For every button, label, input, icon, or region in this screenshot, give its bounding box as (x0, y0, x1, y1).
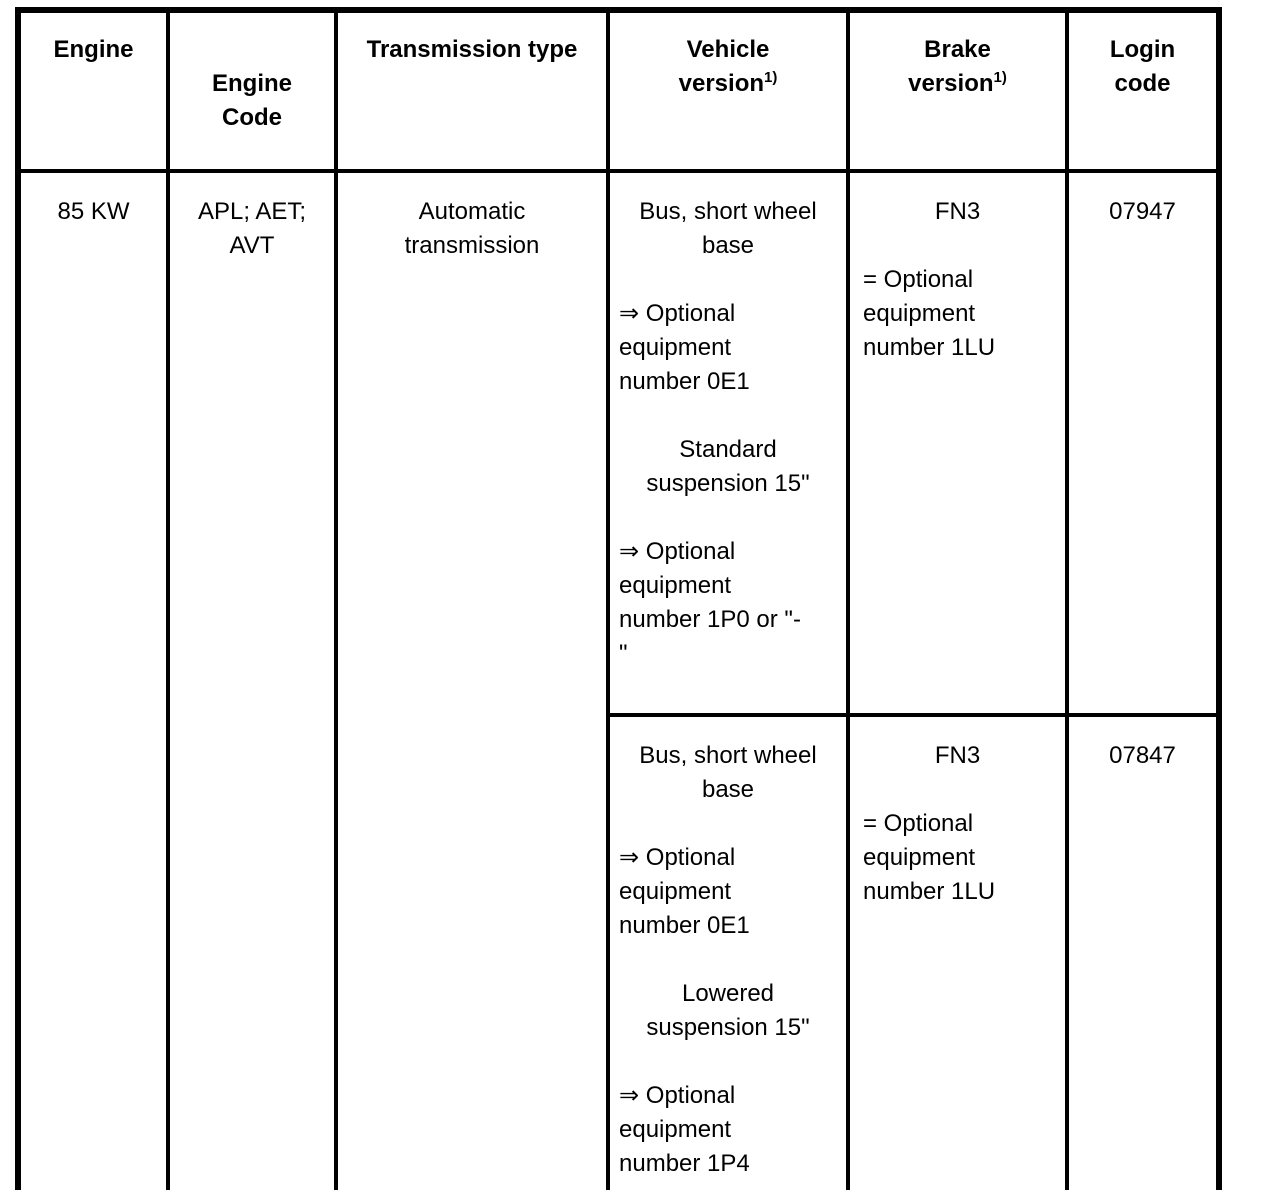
brake-version-code: FN3 (934, 742, 981, 769)
col-header-engine-code: Engine Code (166, 8, 338, 173)
brake-optional-equipment: = Optional equipment number 1LU (863, 810, 996, 905)
header-row: Engine Engine Code Transmission type Veh… (16, 8, 1221, 173)
vehicle-optional-equipment: ⇒ Optional equipment number 0E1 (619, 300, 750, 395)
vehicle-version-base: Bus, short wheel base (639, 198, 817, 259)
engine-value: 85 KW (57, 198, 130, 225)
cell-engine-code: APL; AET; AVT (166, 169, 338, 1190)
engine-code-value: APL; AET; AVT (197, 198, 307, 259)
table-row-variant-1: 85 KW APL; AET; AVT Automatic transmissi… (16, 169, 1221, 1190)
header-label: Engine Code (211, 70, 292, 131)
brake-optional-equipment: = Optional equipment number 1LU (863, 266, 996, 361)
table-row-variant-2: Bus, short wheel base ⇒ Optional equipme… (18, 713, 1221, 1190)
header-label: version1) (908, 69, 1007, 97)
header-label: Brake (924, 36, 991, 63)
cell-login-code-1: 07947 (1065, 169, 1221, 717)
brake-version-code: FN3 (934, 198, 981, 225)
header-label: Login code (1109, 36, 1176, 97)
cell-transmission-type: Automatic transmission (334, 169, 610, 1190)
header-label: version1) (678, 69, 778, 97)
col-header-engine: Engine (16, 8, 170, 173)
vehicle-optional-equipment: ⇒ Optional equipment number 0E1 (619, 844, 750, 939)
vehicle-optional-equipment: ⇒ Optional equipment number 1P0 or "- " (619, 538, 801, 667)
cell-brake-version-2: FN3 = Optional equipment number 1LU (846, 713, 1069, 1190)
footnote-marker: 1) (993, 69, 1007, 86)
engine-login-code-table: Engine Engine Code Transmission type Veh… (15, 7, 1222, 1190)
col-header-brake-version: Brake version1) (846, 8, 1069, 173)
vehicle-suspension: Standard suspension 15" (646, 436, 810, 497)
login-code-value: 07847 (1109, 742, 1176, 769)
col-header-login-code: Login code (1065, 8, 1221, 173)
cell-login-code-2: 07847 (1065, 713, 1221, 1190)
cell-vehicle-version-1: Bus, short wheel base ⇒ Optional equipme… (606, 169, 850, 717)
footnote-marker: 1) (764, 69, 778, 86)
vehicle-optional-equipment: ⇒ Optional equipment number 1P4 (619, 1082, 750, 1177)
vehicle-version-base: Bus, short wheel base (639, 742, 817, 803)
col-header-vehicle-version: Vehicle version1) (606, 8, 850, 173)
header-label: Transmission type (366, 36, 578, 63)
vehicle-suspension: Lowered suspension 15" (646, 980, 810, 1041)
cell-vehicle-version-2: Bus, short wheel base ⇒ Optional equipme… (606, 713, 850, 1190)
cell-brake-version-1: FN3 = Optional equipment number 1LU (846, 169, 1069, 717)
header-label: Vehicle (686, 36, 770, 63)
login-code-value: 07947 (1109, 198, 1176, 225)
cell-engine: 85 KW (16, 169, 170, 1190)
col-header-transmission-type: Transmission type (334, 8, 610, 173)
transmission-value: Automatic transmission (404, 198, 540, 259)
header-label: Engine (53, 36, 134, 63)
